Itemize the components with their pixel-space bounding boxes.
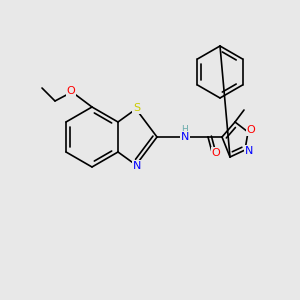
Text: S: S [134,103,141,113]
Text: N: N [133,161,141,171]
Text: N: N [181,132,189,142]
Text: O: O [67,86,75,96]
Text: N: N [245,146,253,156]
Text: H: H [182,125,188,134]
Text: O: O [212,148,220,158]
Text: O: O [247,125,255,135]
